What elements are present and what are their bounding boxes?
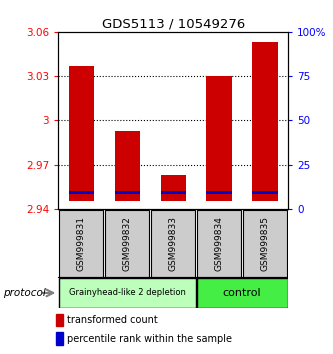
Bar [115, 131, 140, 201]
Bar [69, 66, 94, 201]
Text: GSM999835: GSM999835 [260, 216, 270, 271]
Text: GSM999832: GSM999832 [123, 216, 132, 271]
Bar [252, 191, 278, 194]
Bar [105, 210, 149, 277]
Bar [161, 175, 186, 201]
Bar [161, 191, 186, 194]
Bar [59, 278, 196, 308]
Text: protocol: protocol [3, 288, 46, 298]
Text: GSM999834: GSM999834 [214, 216, 224, 271]
Text: Grainyhead-like 2 depletion: Grainyhead-like 2 depletion [69, 289, 185, 297]
Text: transformed count: transformed count [67, 315, 158, 325]
Bar [151, 210, 195, 277]
Bar [59, 210, 103, 277]
Bar [115, 191, 140, 194]
Bar [57, 332, 63, 345]
Bar [196, 278, 288, 308]
Bar [206, 76, 232, 201]
Bar [69, 191, 94, 194]
Text: GSM999833: GSM999833 [168, 216, 178, 271]
Bar [242, 210, 287, 277]
Text: control: control [223, 288, 261, 298]
Bar [252, 42, 278, 201]
Title: GDS5113 / 10549276: GDS5113 / 10549276 [102, 18, 245, 31]
Text: GSM999831: GSM999831 [77, 216, 86, 271]
Text: percentile rank within the sample: percentile rank within the sample [67, 333, 232, 343]
Bar [206, 191, 232, 194]
Bar [196, 210, 241, 277]
Bar [57, 314, 63, 326]
